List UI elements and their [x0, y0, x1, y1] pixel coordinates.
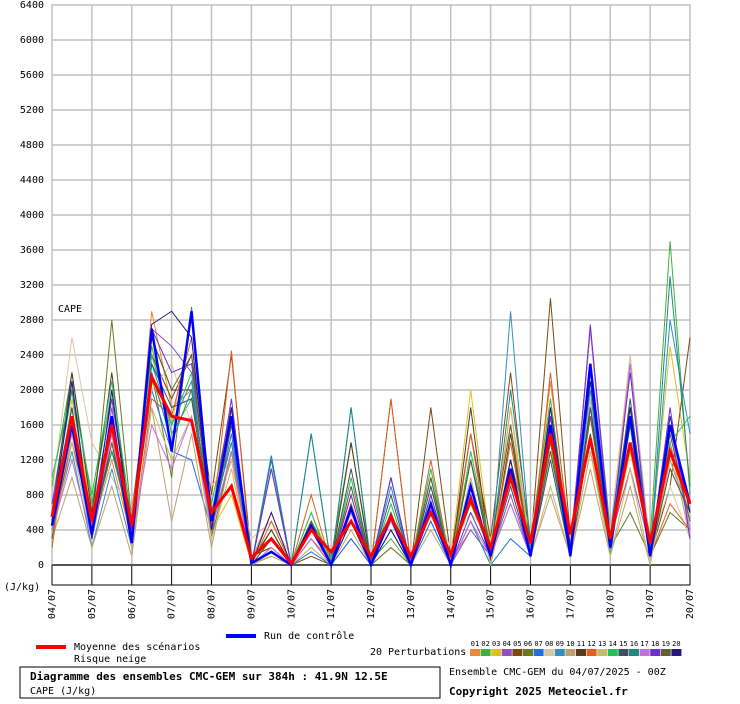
legend-label: 12	[587, 640, 595, 648]
legend-swatch	[501, 649, 512, 656]
footer-copyright: Copyright 2025 Meteociel.fr	[449, 685, 628, 698]
legend-label: 08	[545, 640, 553, 648]
y-tick-label: 0	[38, 560, 44, 571]
legend-label: 20	[672, 640, 680, 648]
legend-swatch	[544, 649, 555, 656]
series-line	[50, 371, 692, 566]
x-tick-label: 04/07	[47, 589, 58, 619]
footer-box	[19, 666, 441, 699]
legend-swatch	[671, 649, 682, 656]
x-tick-label: 13/07	[406, 589, 417, 619]
unit-label: (J/kg)	[4, 582, 40, 593]
legend-label: 01	[471, 640, 479, 648]
x-tick-label: 08/07	[207, 589, 218, 619]
y-tick-label: 3200	[20, 280, 44, 291]
y-tick-label: 1200	[20, 455, 44, 466]
y-tick-label: 400	[26, 525, 44, 536]
footer-title: Diagramme des ensembles CMC-GEM sur 384h…	[30, 670, 388, 683]
legend-label: 10	[566, 640, 574, 648]
legend-label: 15	[619, 640, 627, 648]
legend-swatch	[523, 649, 533, 656]
y-tick-label: 5200	[20, 105, 44, 116]
y-tick-label: 800	[26, 490, 44, 501]
legend-label: Moyenne des scénarios	[74, 641, 200, 653]
legend-label: 19	[662, 640, 670, 648]
x-tick-label: 19/07	[645, 589, 656, 619]
legend-swatch	[565, 649, 576, 656]
legend-label: 07	[534, 640, 542, 648]
legend-swatch	[533, 649, 544, 656]
x-tick-label: 05/07	[87, 589, 98, 619]
legend-label: 04	[503, 640, 511, 648]
legend-label: Risque neige	[74, 654, 146, 665]
legend-label: 09	[556, 640, 564, 648]
legend-swatch	[586, 649, 597, 656]
x-tick-label: 18/07	[605, 589, 616, 619]
legend-swatch	[607, 649, 618, 656]
legend-label: 20 Perturbations	[370, 647, 466, 658]
legend-label: 02	[481, 640, 489, 648]
legend-label: 11	[577, 640, 585, 648]
y-tick-label: 6400	[20, 0, 44, 11]
footer-subtitle: CAPE (J/kg)	[30, 686, 96, 697]
y-tick-label: 4400	[20, 175, 44, 186]
legend-swatch	[491, 649, 502, 656]
legend-label: 14	[609, 640, 617, 648]
legend-swatch	[512, 649, 523, 656]
x-tick-label: 17/07	[565, 589, 576, 619]
legend-swatch	[554, 649, 565, 656]
legend-swatch	[576, 649, 586, 656]
x-tick-label: 12/07	[366, 589, 377, 619]
footer-run: Ensemble CMC-GEM du 04/07/2025 - 00Z	[449, 667, 666, 678]
x-tick-label: 20/07	[685, 589, 696, 619]
legend-swatch	[639, 649, 650, 656]
annotation: CAPE	[58, 304, 82, 315]
legend-swatch	[480, 649, 491, 656]
legend-swatch	[629, 649, 639, 656]
series-line	[50, 311, 692, 570]
legend-swatch	[618, 649, 629, 656]
x-tick-label: 07/07	[167, 589, 178, 619]
x-tick-label: 10/07	[286, 589, 297, 619]
y-tick-label: 2000	[20, 385, 44, 396]
legend-swatch	[660, 649, 671, 656]
legend-label: Run de contrôle	[264, 630, 354, 642]
x-tick-label: 09/07	[246, 589, 257, 619]
legend-swatch	[650, 649, 661, 656]
legend-label: 17	[640, 640, 648, 648]
legend-label: 16	[630, 640, 638, 648]
legend-label: 13	[598, 640, 606, 648]
x-tick-label: 16/07	[526, 589, 537, 619]
y-tick-label: 4000	[20, 210, 44, 221]
y-tick-label: 6000	[20, 35, 44, 46]
y-tick-label: 4800	[20, 140, 44, 151]
y-tick-label: 5600	[20, 70, 44, 81]
y-tick-label: 1600	[20, 420, 44, 431]
x-tick-label: 15/07	[486, 589, 497, 619]
y-tick-label: 2800	[20, 315, 44, 326]
x-tick-label: 11/07	[326, 589, 337, 619]
y-tick-label: 2400	[20, 350, 44, 361]
x-tick-label: 14/07	[446, 589, 457, 619]
y-tick-label: 3600	[20, 245, 44, 256]
legend-label: 05	[513, 640, 521, 648]
legend-swatch	[470, 649, 480, 656]
legend-label: 03	[492, 640, 500, 648]
legend-swatch	[597, 649, 608, 656]
x-tick-label: 06/07	[127, 589, 138, 619]
legend-label: 06	[524, 640, 532, 648]
legend-label: 18	[651, 640, 659, 648]
